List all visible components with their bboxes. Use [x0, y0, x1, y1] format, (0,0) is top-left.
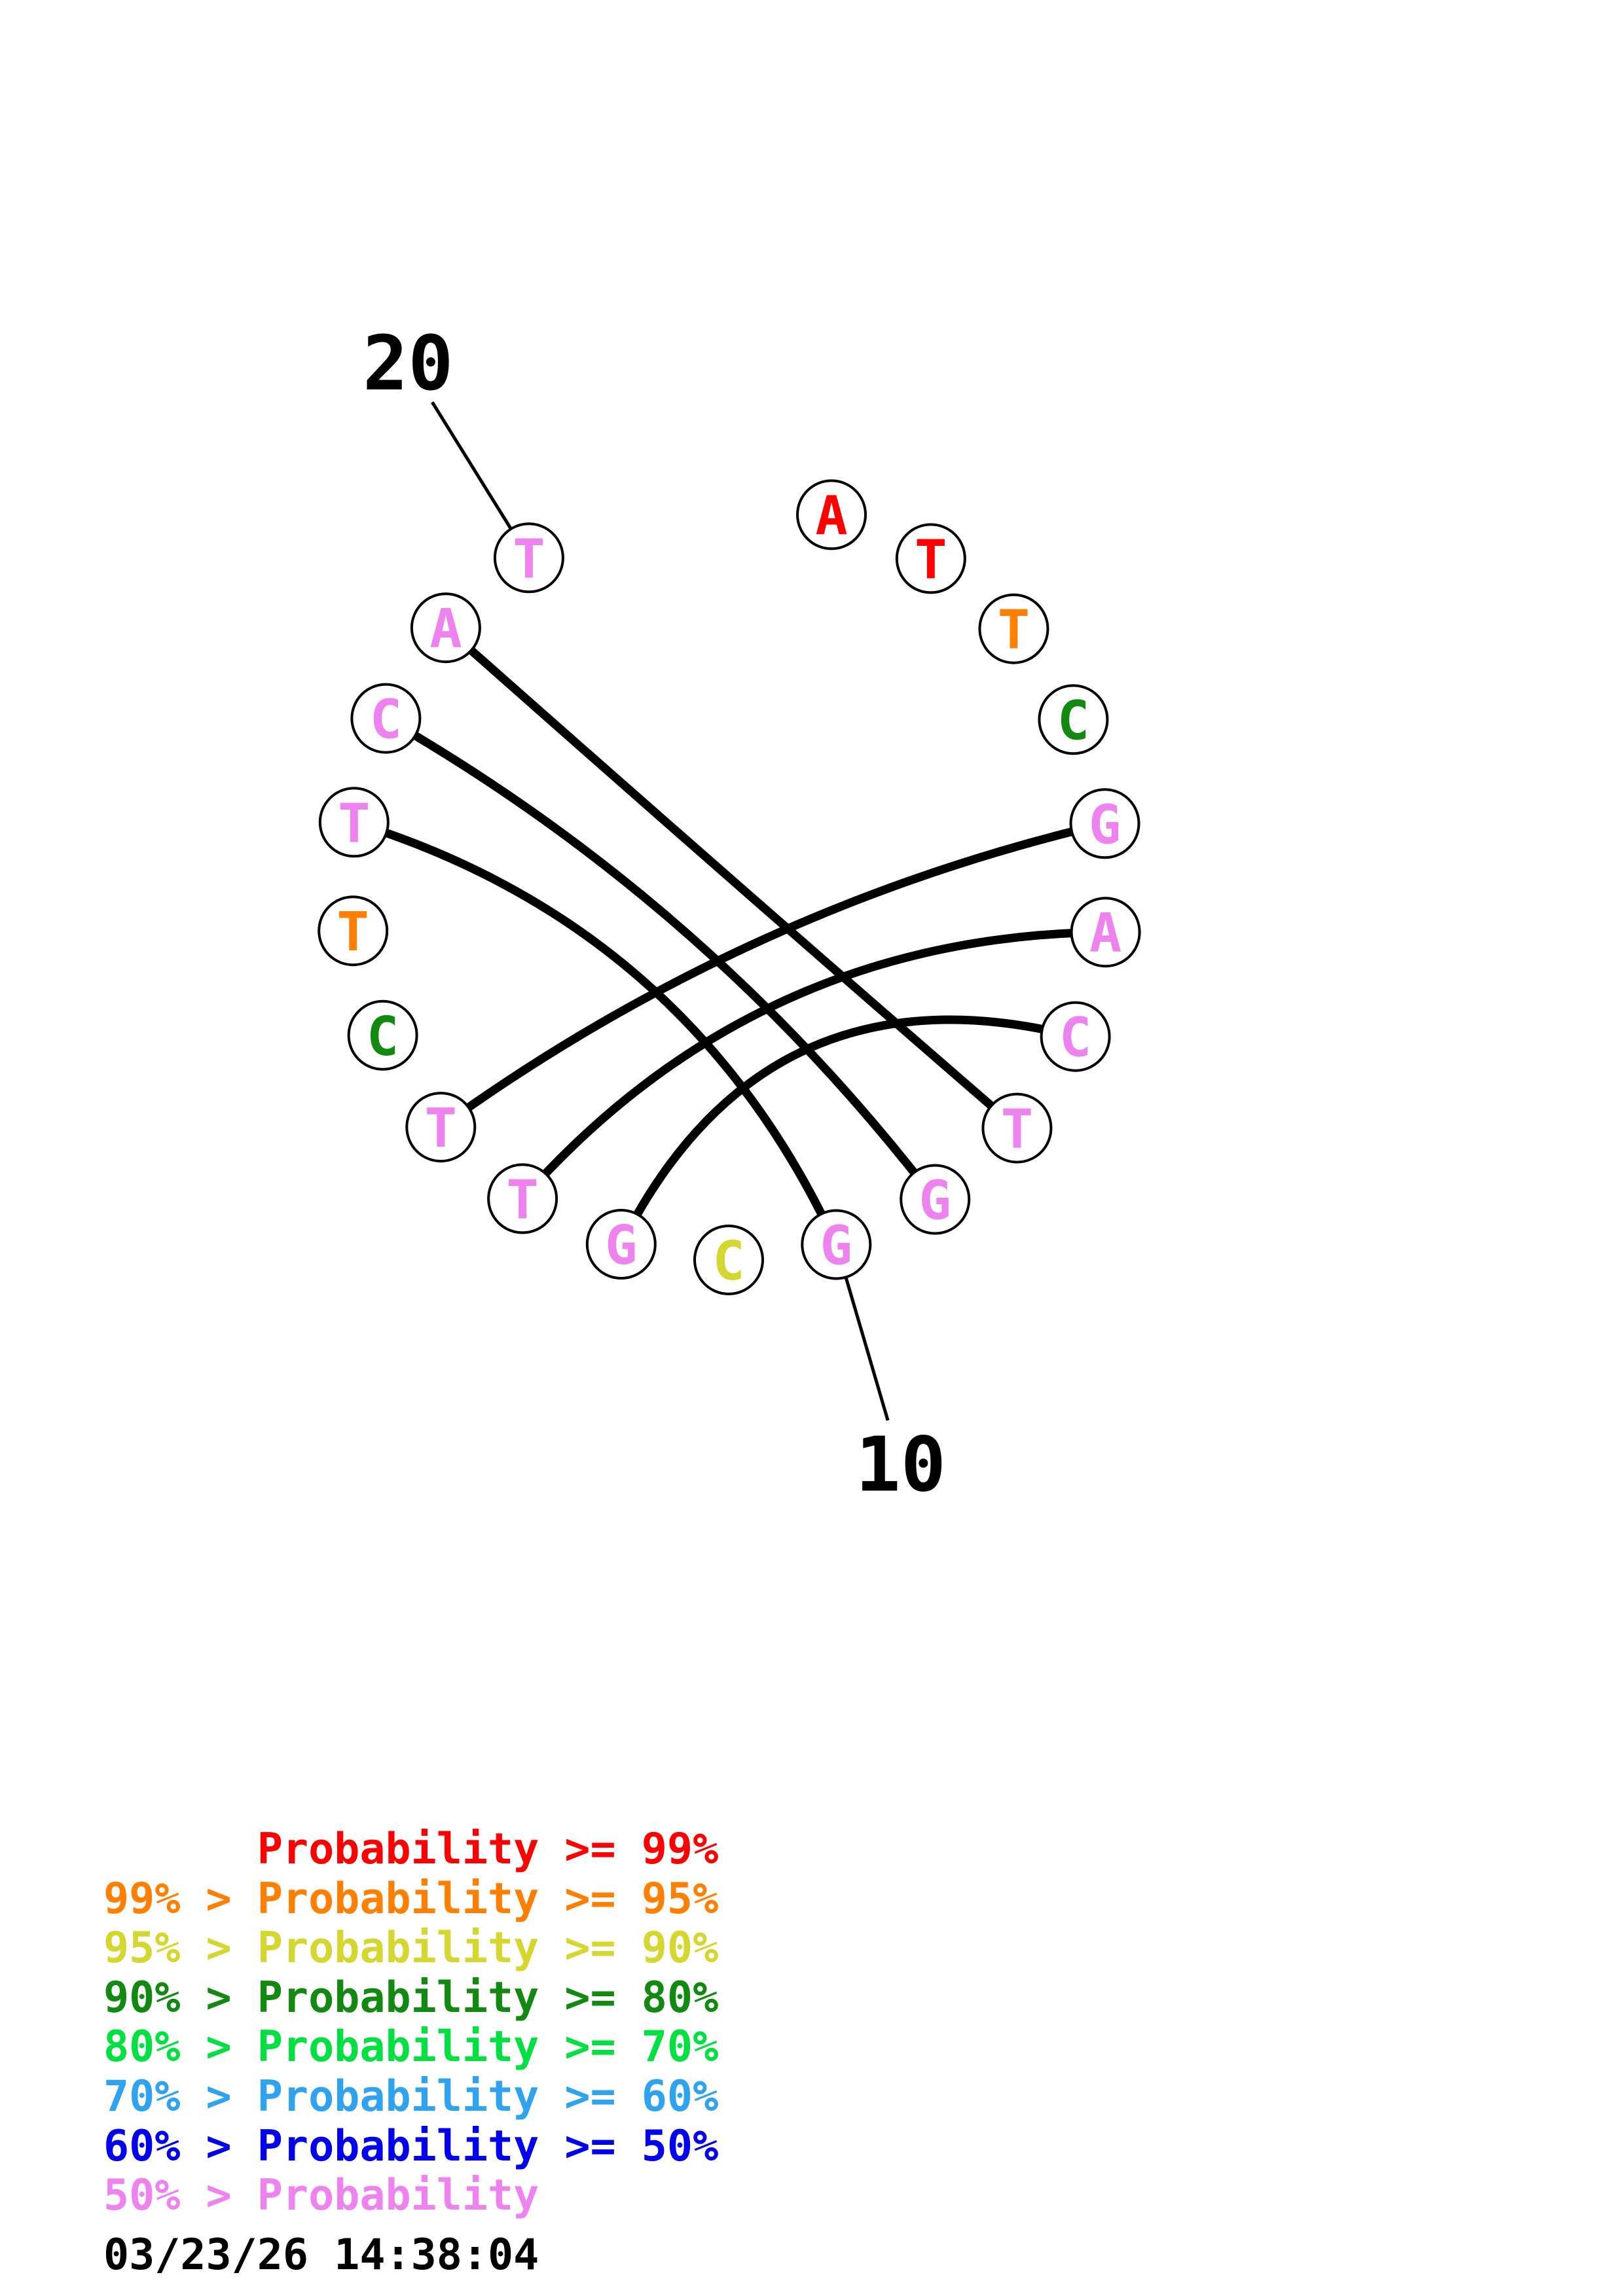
pair-arcs [350, 623, 1110, 1249]
nucleotide-circle-9 [900, 1164, 971, 1235]
nucleotide-base-1-A: A [815, 485, 847, 547]
nucleotide-base-15-C: C [367, 1006, 399, 1068]
nucleotide-circle-12 [585, 1209, 657, 1280]
nucleotide-base-7-C: C [1059, 1007, 1091, 1069]
nucleotide-base-10-G: G [820, 1215, 852, 1278]
nucleotide-base-14-T: T [425, 1098, 457, 1160]
nucleotide-circle-18 [350, 683, 422, 754]
nucleotide-base-13-T: T [506, 1169, 538, 1231]
nucleotide-circle-3 [978, 593, 1049, 664]
pair-arc-9-18 [381, 714, 939, 1204]
nucleotide-circle-16 [318, 895, 389, 967]
nucleotide-base-6-A: A [1089, 903, 1122, 965]
timestamp: 03/23/26 14:38:04 [103, 2231, 539, 2280]
nucleotide-base-20-T: T [513, 528, 545, 590]
nucleotide-circle-19 [410, 592, 481, 664]
nucleotide-circle-17 [318, 787, 390, 858]
nucleotide-circle-10 [801, 1209, 872, 1280]
pair-arc-8-19 [441, 623, 1021, 1133]
nucleotide-circle-8 [981, 1092, 1053, 1164]
pair-arc-10-17 [350, 817, 841, 1249]
nucleotide-base-5-G: G [1089, 794, 1121, 856]
nucleotide-base-11-C: C [712, 1230, 744, 1293]
nucleotide-base-17-T: T [338, 793, 370, 855]
nucleotide-circle-20 [493, 522, 564, 594]
nucleotide-base-16-T: T [337, 901, 369, 963]
nucleotide-base-2-T: T [915, 529, 947, 591]
nucleotide-base-12-G: G [605, 1215, 637, 1277]
pair-arc-5-14 [436, 819, 1109, 1132]
pair-arc-6-13 [518, 927, 1110, 1203]
legend-entry-p80: 90% > Probability >= 80% [103, 1973, 719, 2022]
nucleotide-base-18-C: C [370, 689, 402, 751]
nucleotide-circle-5 [1069, 788, 1140, 859]
legend-entry-p95: 99% > Probability >= 95% [103, 1874, 719, 1924]
nucleotide-circle-15 [347, 999, 418, 1071]
probability-legend: Probability >= 99% 99% > Probability >= 9… [103, 1825, 718, 2221]
nucleotide-circle-4 [1038, 684, 1109, 755]
legend-entry-p70: 80% > Probability >= 70% [103, 2022, 719, 2072]
legend-entry-p99: Probability >= 99% [103, 1825, 719, 1874]
nucleotide-base-19-A: A [429, 598, 462, 660]
nucleotide-base-3-T: T [998, 600, 1030, 662]
index-labels: 10 20 [363, 320, 946, 1509]
index-label-10: 10 [856, 1421, 946, 1509]
nucleotide-circle-1 [796, 479, 867, 550]
legend-entry-p90: 95% > Probability >= 90% [103, 1924, 719, 1973]
legend-entry-p60: 70% > Probability >= 60% [103, 2072, 719, 2121]
legend-entry-p50: 60% > Probability >= 50% [103, 2121, 719, 2171]
nucleotide-circle-6 [1070, 897, 1141, 968]
nucleotide-base-8-T: T [1001, 1099, 1033, 1161]
nucleotide-circle-11 [693, 1225, 764, 1295]
nucleotide-circle-2 [895, 523, 966, 594]
nucleotide-circle-7 [1040, 1001, 1111, 1072]
nucleotide-circle-14 [405, 1092, 477, 1163]
legend-entry-lt50: 50% > Probability [103, 2171, 539, 2221]
nucleotide-base-9-G: G [919, 1170, 951, 1232]
nucleotide-circle-13 [487, 1163, 558, 1234]
nucleotide-base-4-C: C [1057, 690, 1089, 752]
index-label-20: 20 [363, 320, 453, 408]
